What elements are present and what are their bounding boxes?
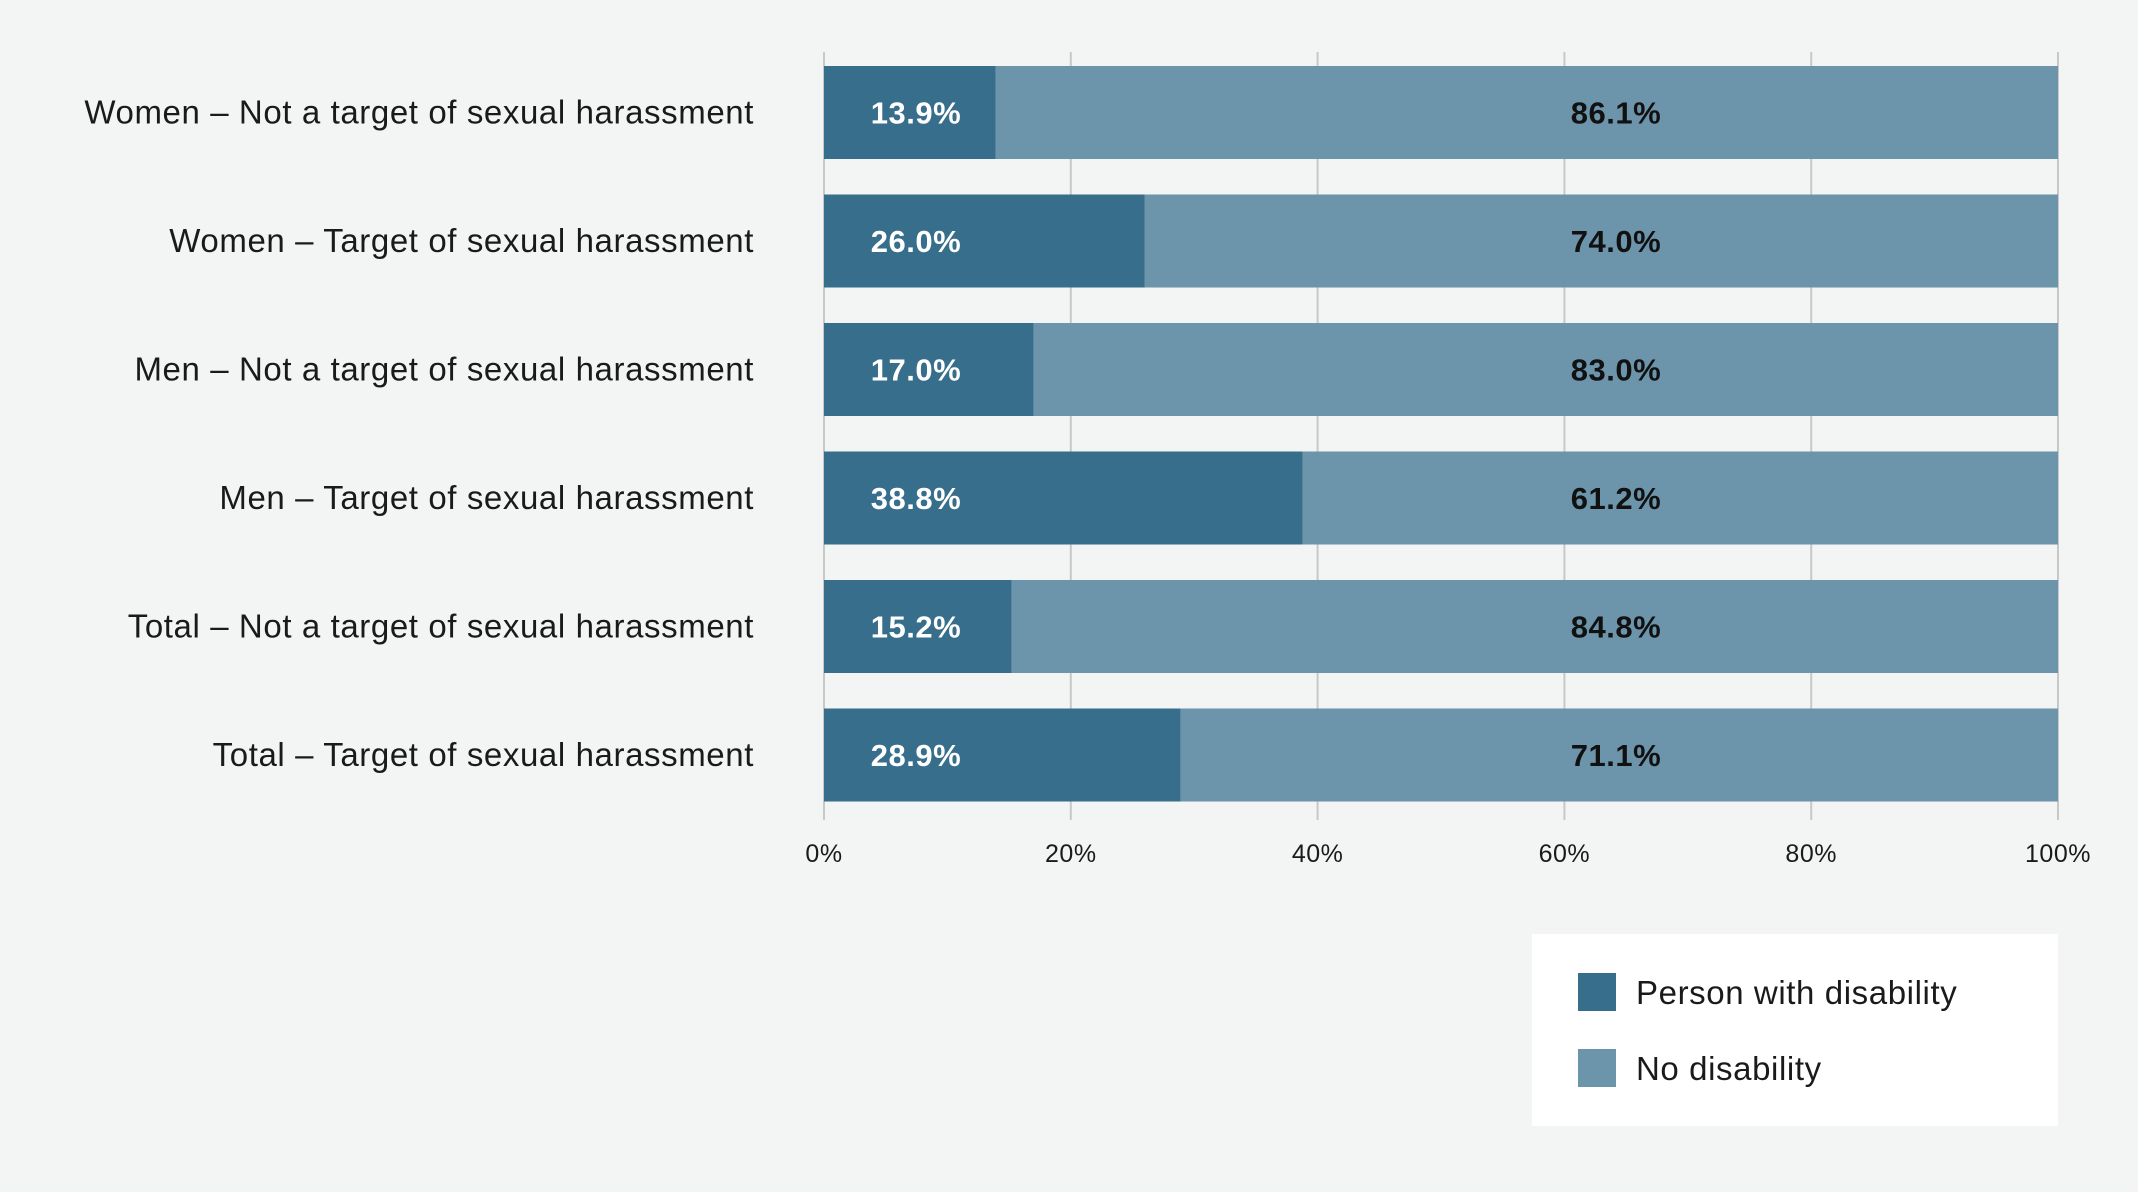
category-label: Women – Not a target of sexual harassmen… — [84, 94, 754, 131]
x-tick-label: 0% — [805, 840, 842, 868]
bar-value-label: 83.0% — [1571, 353, 1661, 388]
bar-value-label: 13.9% — [871, 96, 961, 131]
category-label: Men – Not a target of sexual harassment — [134, 351, 754, 388]
bars — [824, 66, 2058, 802]
x-axis-tick-labels: 0% 20% 40% 60% 80% 100% — [805, 840, 2091, 868]
bar-value-label: 28.9% — [871, 738, 961, 773]
bar-segment-no-disability — [1144, 194, 2058, 288]
bar-segment-no-disability — [1033, 323, 2058, 416]
category-label: Women – Target of sexual harassment — [169, 222, 754, 259]
legend: Person with disability No disability — [1532, 934, 2058, 1126]
category-label: Men – Target of sexual harassment — [219, 479, 754, 516]
legend-label-person-with-disability: Person with disability — [1636, 974, 1957, 1011]
bar-value-label: 84.8% — [1571, 610, 1661, 645]
bar-segment-person-with-disability — [824, 451, 1303, 545]
bar-value-label: 74.0% — [1571, 224, 1661, 259]
bar-value-label: 38.8% — [871, 481, 961, 516]
x-tick-label: 80% — [1785, 840, 1837, 868]
category-labels: Women – Not a target of sexual harassmen… — [84, 94, 754, 774]
category-label: Total – Not a target of sexual harassmen… — [128, 608, 754, 645]
bar-value-label: 15.2% — [871, 610, 961, 645]
bar-segment-person-with-disability — [824, 194, 1145, 288]
x-tick-label: 20% — [1045, 840, 1097, 868]
bar-value-labels: 13.9% 86.1% 26.0% 74.0% 17.0% 83.0% 38.8% 61.2%… — [871, 96, 1661, 774]
legend-box — [1532, 934, 2058, 1126]
bar-value-label: 17.0% — [871, 353, 961, 388]
bar-segment-person-with-disability — [824, 323, 1034, 416]
x-tick-label: 40% — [1292, 840, 1344, 868]
bar-value-label: 71.1% — [1571, 738, 1661, 773]
bar-value-label: 26.0% — [871, 224, 961, 259]
bar-segment-person-with-disability — [824, 66, 996, 159]
x-tick-label: 60% — [1539, 840, 1591, 868]
bar-segment-person-with-disability — [824, 580, 1012, 673]
legend-label-no-disability: No disability — [1636, 1050, 1822, 1087]
bar-segment-no-disability — [1302, 451, 2058, 545]
category-label: Total – Target of sexual harassment — [213, 736, 754, 773]
bar-value-label: 86.1% — [1571, 96, 1661, 131]
gridlines — [823, 52, 2059, 820]
bar-segment-person-with-disability — [824, 708, 1181, 802]
x-tick-label: 100% — [2025, 840, 2091, 868]
bar-segment-no-disability — [1011, 580, 2058, 673]
bar-value-label: 61.2% — [1571, 481, 1661, 516]
legend-swatch-person-with-disability — [1578, 973, 1616, 1011]
bar-segment-no-disability — [1180, 708, 2058, 802]
legend-swatch-no-disability — [1578, 1049, 1616, 1087]
bar-segment-no-disability — [995, 66, 2058, 159]
